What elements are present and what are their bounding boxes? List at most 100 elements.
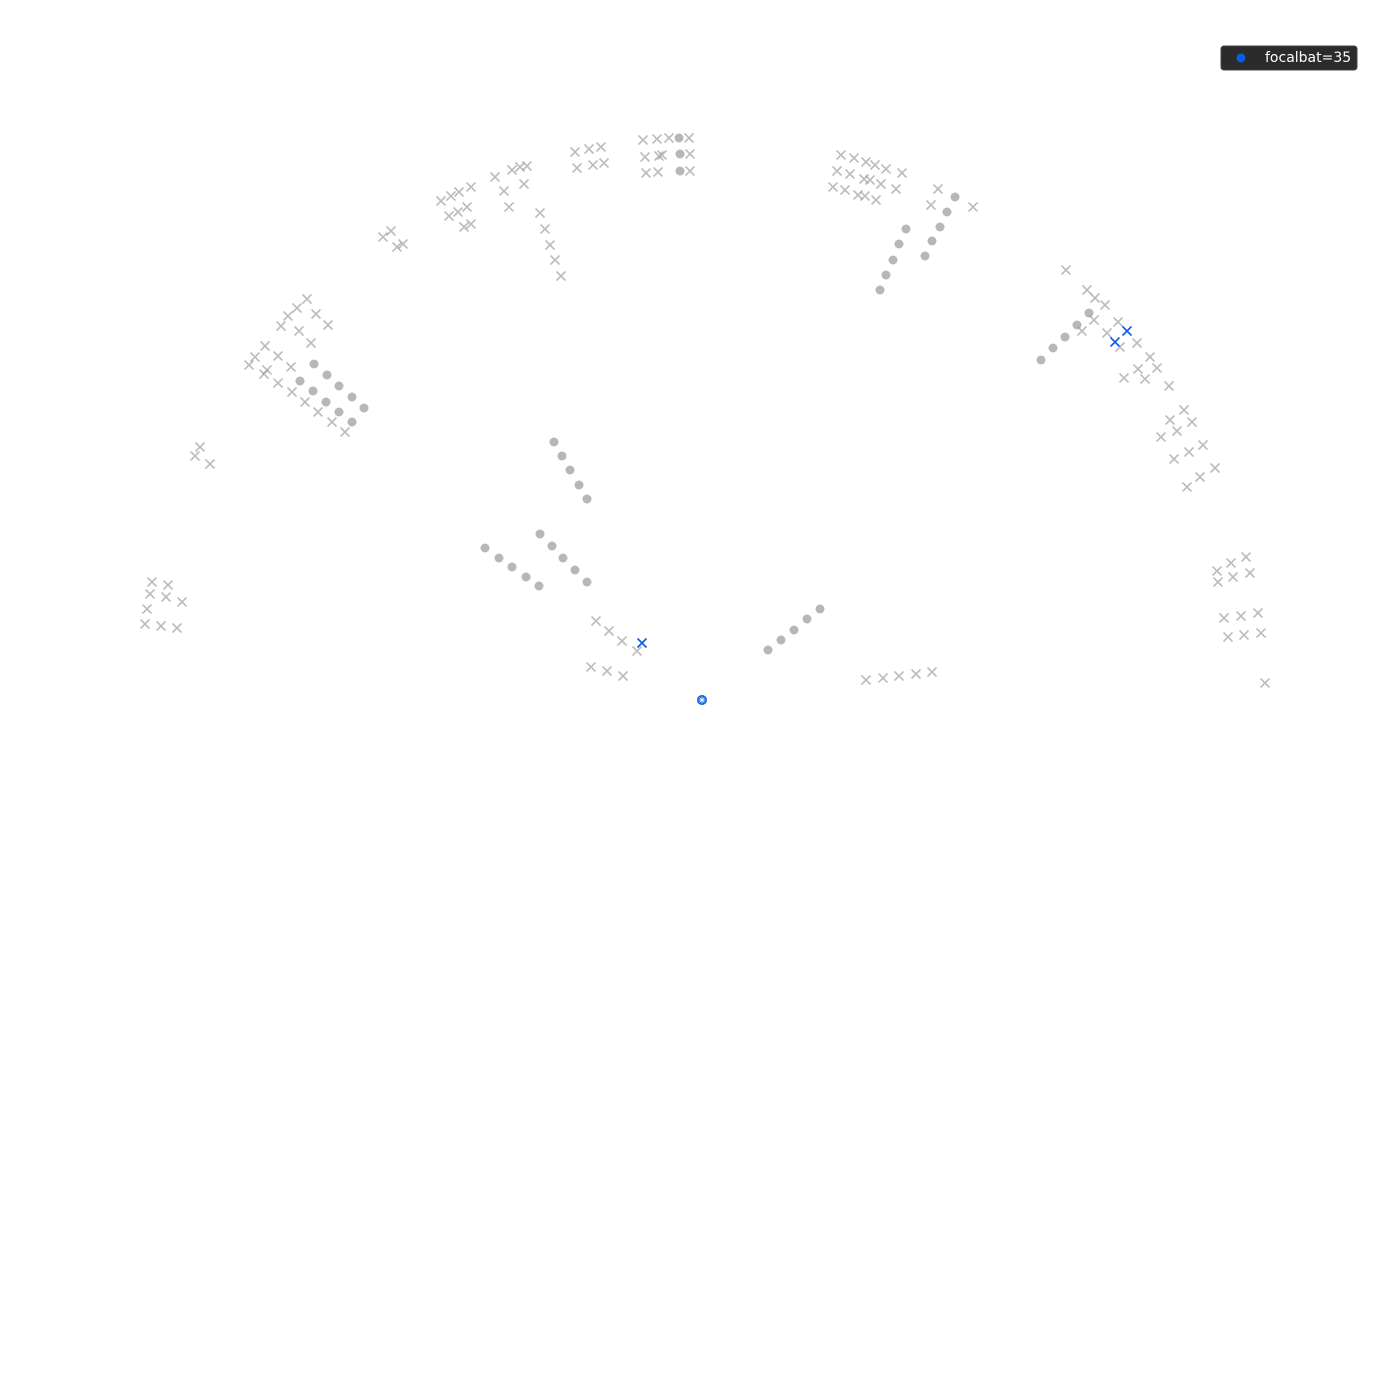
circle-dot [565, 465, 575, 475]
cross-point [636, 637, 648, 649]
cross-point [1099, 299, 1111, 311]
cross-point [839, 184, 851, 196]
cross-point [1259, 677, 1271, 689]
cross-point [1209, 462, 1221, 474]
cross-point [301, 293, 313, 305]
circle-dot [558, 553, 568, 563]
cross-point [453, 186, 465, 198]
circle-dot [675, 166, 685, 176]
circle-dot [535, 529, 545, 539]
cross-point [162, 579, 174, 591]
cross-point [875, 178, 887, 190]
circle-point [507, 562, 517, 572]
cross-point [684, 148, 696, 160]
circle-point [309, 359, 319, 369]
circle-dot [802, 614, 812, 624]
cross-point [616, 635, 628, 647]
cross-point [587, 159, 599, 171]
cross-point [1081, 284, 1093, 296]
cross-point [539, 223, 551, 235]
circle-dot [920, 251, 930, 261]
circle-point [875, 285, 885, 295]
cross-point [1194, 471, 1206, 483]
circle-dot [674, 133, 684, 143]
circle-point [1036, 355, 1046, 365]
cross-point [637, 134, 649, 146]
cross-point [1155, 431, 1167, 443]
cross-point [322, 319, 334, 331]
cross-point [549, 254, 561, 266]
cross-point [461, 201, 473, 213]
cross-point [1163, 380, 1175, 392]
circle-dot [582, 577, 592, 587]
circle-point [802, 614, 812, 624]
circle-point [942, 207, 952, 217]
cross-point [326, 416, 338, 428]
circle-dot [942, 207, 952, 217]
circle-point [535, 529, 545, 539]
cross-point [1144, 351, 1156, 363]
circle-point [763, 645, 773, 655]
cross-point [443, 210, 455, 222]
cross-point [1109, 336, 1121, 348]
cross-point [291, 302, 303, 314]
cross-point [521, 160, 533, 172]
cross-point [1240, 551, 1252, 563]
cross-point [465, 181, 477, 193]
cross-point [925, 199, 937, 211]
cross-point [859, 190, 871, 202]
cross-point [534, 207, 546, 219]
circle-dot [295, 376, 305, 386]
cross-point [445, 190, 457, 202]
cross-point [617, 670, 629, 682]
cross-point [869, 159, 881, 171]
cross-point [272, 377, 284, 389]
cross-point [1244, 567, 1256, 579]
cross-point [848, 152, 860, 164]
cross-point [590, 615, 602, 627]
circle-dot [557, 451, 567, 461]
cross-point [860, 156, 872, 168]
cross-point [377, 231, 389, 243]
cross-point [569, 146, 581, 158]
circle-dot [1036, 355, 1046, 365]
circle-point [321, 397, 331, 407]
cross-point [967, 201, 979, 213]
cross-point [896, 167, 908, 179]
circle-point [1048, 343, 1058, 353]
circle-dot [547, 541, 557, 551]
circle-dot [309, 359, 319, 369]
cross-point [139, 618, 151, 630]
cross-point [458, 221, 470, 233]
circle-dot [1048, 343, 1058, 353]
cross-point [844, 168, 856, 180]
circle-point [1072, 320, 1082, 330]
cross-point [282, 310, 294, 322]
circle-dot [480, 543, 490, 553]
cross-point [831, 165, 843, 177]
circle-point [674, 133, 684, 143]
cross-point [585, 661, 597, 673]
circle-point [322, 370, 332, 380]
cross-point [639, 151, 651, 163]
circle-dot [322, 370, 332, 380]
cross-point [1211, 565, 1223, 577]
cross-point [598, 157, 610, 169]
cross-point [1227, 571, 1239, 583]
circle-point [295, 376, 305, 386]
cross-point [890, 183, 902, 195]
circle-point [570, 565, 580, 575]
cross-point [1112, 316, 1124, 328]
circle-point [675, 149, 685, 159]
cross-point [1178, 404, 1190, 416]
cross-point [1252, 607, 1264, 619]
circle-point [565, 465, 575, 475]
circle-point [675, 166, 685, 176]
cross-point [1235, 610, 1247, 622]
cross-point [160, 591, 172, 603]
cross-point [155, 620, 167, 632]
cross-point [1132, 363, 1144, 375]
cross-point [631, 645, 643, 657]
circle-dot [776, 635, 786, 645]
circle-point [480, 543, 490, 553]
